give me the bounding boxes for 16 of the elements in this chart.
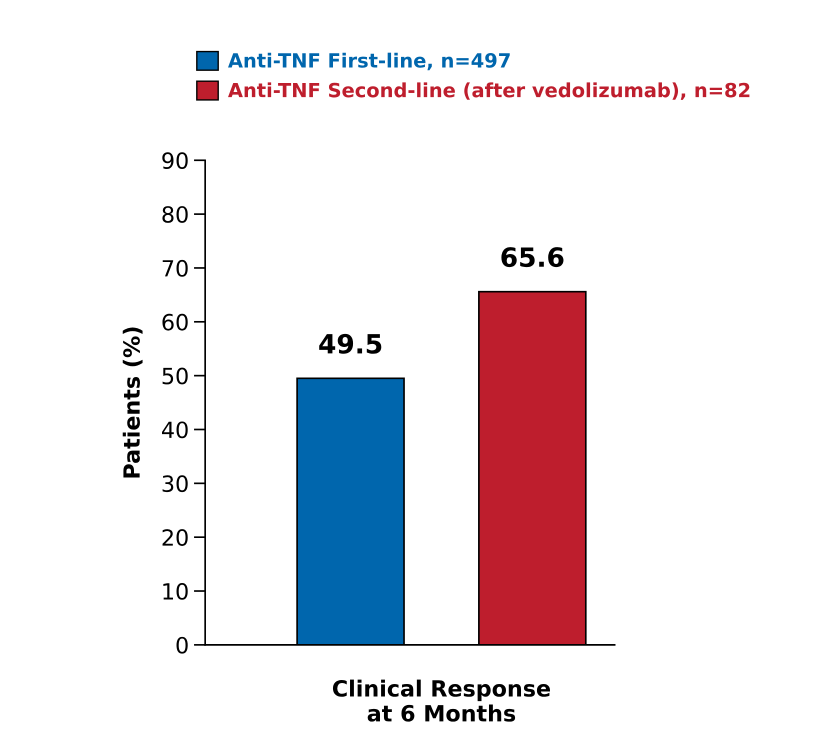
data-label: 49.5 — [319, 334, 382, 354]
legend-label: Anti-TNF First-line, n=497 — [228, 52, 510, 70]
data-label: 65.6 — [501, 247, 564, 268]
y-tick-label: 20 — [162, 529, 188, 546]
y-tick-label: 90 — [162, 152, 188, 170]
y-tick-label: 60 — [162, 314, 188, 331]
y-tick-label: 50 — [162, 368, 188, 384]
legend-label: Anti-TNF Second-line (after vedolizumab), n=82 — [228, 82, 750, 100]
y-tick-label: 30 — [162, 475, 188, 492]
y-tick-label: 70 — [162, 260, 188, 277]
y-axis-title: Patients (%) — [122, 327, 143, 478]
y-tick-label: 0 — [176, 636, 188, 654]
y-tick-label: 80 — [162, 206, 188, 223]
y-tick-label: 10 — [163, 582, 188, 600]
x-tick-label: Clinical Response at 6 Months — [332, 680, 550, 722]
y-tick-label: 40 — [162, 421, 188, 438]
